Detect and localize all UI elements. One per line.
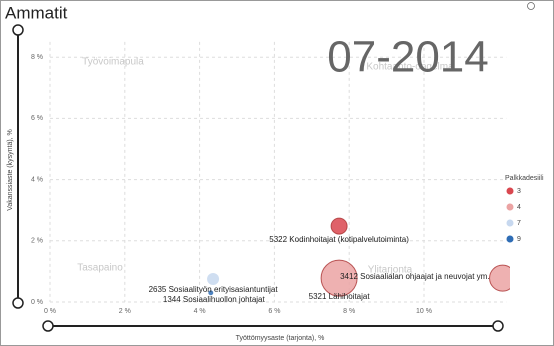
legend-swatch <box>506 219 514 227</box>
x-tick-label: 4 % <box>194 308 206 315</box>
point-label: 5321 Lähihoitajat <box>309 292 371 301</box>
y-slider-handle[interactable] <box>12 24 24 36</box>
x-tick-label: 6 % <box>268 308 280 315</box>
legend-swatch <box>506 235 514 243</box>
bubbles <box>207 217 510 297</box>
point-label: 3412 Sosiaalialan ohjaajat ja neuvojat y… <box>340 272 489 281</box>
x-slider-handle[interactable] <box>492 320 504 332</box>
y-slider-handle[interactable] <box>12 297 24 309</box>
quadrant-label: Kohtaanto-ongelma <box>366 62 454 73</box>
x-tick-label: 10 % <box>416 308 432 315</box>
legend-swatch <box>506 203 514 211</box>
x-tick-label: 8 % <box>343 308 355 315</box>
legend-label: 9 <box>517 236 521 243</box>
help-icon[interactable] <box>527 2 535 10</box>
point-label: 2635 Sosiaalityön erityisasiantuntijat <box>149 285 279 294</box>
y-tick-label: 8 % <box>31 54 43 61</box>
quadrant-label: Työvoimapula <box>82 57 144 68</box>
y-tick-label: 4 % <box>31 176 43 183</box>
point-label: 1344 Sosiaalihuollon johtajat <box>163 295 266 304</box>
x-axis-title: Työttömyysaste (tarjonta), % <box>236 335 325 342</box>
y-tick-label: 2 % <box>31 238 43 245</box>
legend-title: Palkkadesiili <box>505 175 544 182</box>
y-tick-label: 6 % <box>31 115 43 122</box>
quadrant-label: Ylitarjonta <box>368 265 413 276</box>
point-labels: 5322 Kodinhoitajat (kotipalvelutoiminta)… <box>149 235 490 304</box>
bubble <box>489 264 510 292</box>
y-tick-label: 0 % <box>31 299 43 306</box>
legend: 3 4 7 9 <box>506 187 521 243</box>
x-tick-label: 2 % <box>119 308 131 315</box>
bubble <box>207 273 220 286</box>
quadrant-labels: Työvoimapula Kohtaanto-ongelma Tasapaino Yl… <box>77 57 454 276</box>
legend-label: 4 <box>517 204 521 211</box>
x-slider-handle[interactable] <box>42 320 54 332</box>
bubble <box>330 217 348 235</box>
bubble <box>208 290 214 296</box>
legend-swatch <box>506 187 514 195</box>
grid: 0 % 2 % 4 % 6 % 8 % 10 % 0 % 2 % 4 % 6 % 8 % <box>31 41 507 315</box>
y-axis-title: Vakanssiaste (kysyntä), % <box>7 129 14 211</box>
bubble <box>320 259 358 297</box>
x-tick-label: 0 % <box>44 308 56 315</box>
period-label: 07-2014 <box>327 33 488 82</box>
legend-label: 7 <box>517 220 521 227</box>
quadrant-label: Tasapaino <box>77 263 123 274</box>
point-label: 5322 Kodinhoitajat (kotipalvelutoiminta) <box>269 235 409 244</box>
chart-title: Ammatit <box>5 3 68 22</box>
legend-label: 3 <box>517 188 521 195</box>
